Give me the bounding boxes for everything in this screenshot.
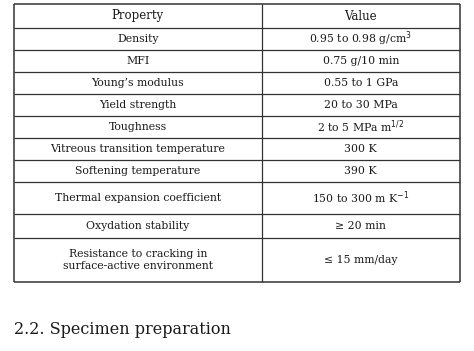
Text: Vitreous transition temperature: Vitreous transition temperature (50, 144, 225, 154)
Text: 0.95 to 0.98 g/cm$^{3}$: 0.95 to 0.98 g/cm$^{3}$ (309, 30, 412, 48)
Text: 2 to 5 MPa m$^{1/2}$: 2 to 5 MPa m$^{1/2}$ (317, 119, 404, 135)
Text: 150 to 300 m K$^{-1}$: 150 to 300 m K$^{-1}$ (312, 190, 410, 206)
Text: 2.2. Specimen preparation: 2.2. Specimen preparation (14, 322, 231, 338)
Text: 20 to 30 MPa: 20 to 30 MPa (324, 100, 398, 110)
Text: Value: Value (345, 9, 377, 22)
Text: 0.55 to 1 GPa: 0.55 to 1 GPa (324, 78, 398, 88)
Text: Resistance to cracking in
surface-active environment: Resistance to cracking in surface-active… (63, 249, 213, 271)
Text: Property: Property (112, 9, 164, 22)
Text: Yield strength: Yield strength (99, 100, 176, 110)
Text: ≥ 20 min: ≥ 20 min (335, 221, 386, 231)
Text: Oxydation stability: Oxydation stability (86, 221, 190, 231)
Text: Young’s modulus: Young’s modulus (91, 78, 184, 88)
Text: ≤ 15 mm/day: ≤ 15 mm/day (324, 255, 398, 265)
Text: Thermal expansion coefficient: Thermal expansion coefficient (55, 193, 221, 203)
Text: 0.75 g/10 min: 0.75 g/10 min (323, 56, 399, 66)
Text: 390 K: 390 K (345, 166, 377, 176)
Text: MFI: MFI (126, 56, 149, 66)
Text: Toughness: Toughness (109, 122, 167, 132)
Text: 300 K: 300 K (345, 144, 377, 154)
Text: Density: Density (117, 34, 158, 44)
Text: Softening temperature: Softening temperature (75, 166, 201, 176)
